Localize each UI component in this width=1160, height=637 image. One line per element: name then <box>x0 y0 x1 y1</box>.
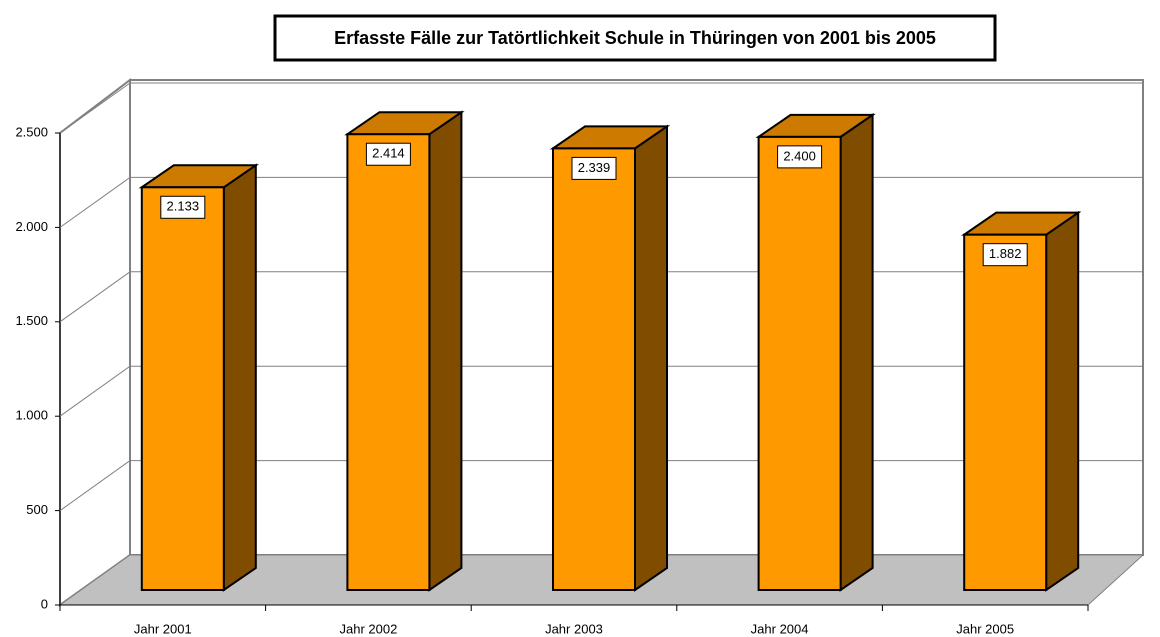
chart-title: Erfasste Fälle zur Tatörtlichkeit Schule… <box>334 28 936 48</box>
value-label-box <box>982 243 1028 267</box>
y-tick-label: 2.500 <box>15 124 48 139</box>
value-label: 2.339 <box>578 160 611 175</box>
x-tick-label: Jahr 2002 <box>339 621 397 636</box>
value-label: 2.133 <box>167 199 200 214</box>
bar-side <box>222 163 257 592</box>
value-label-box <box>160 195 206 219</box>
bar <box>757 135 842 591</box>
grid-line <box>59 271 131 323</box>
y-tick-label: 2.000 <box>15 219 48 234</box>
bar-side <box>1045 210 1080 592</box>
left-wall <box>59 77 131 607</box>
bar <box>140 186 225 591</box>
title-box <box>273 14 997 62</box>
bar-side <box>634 124 668 592</box>
grid-line <box>59 460 131 512</box>
value-label-box <box>365 142 411 166</box>
value-label: 1.882 <box>989 246 1022 261</box>
value-label: 2.400 <box>783 148 816 163</box>
bar <box>963 233 1048 591</box>
x-tick-label: Jahr 2001 <box>134 621 192 636</box>
y-tick-label: 500 <box>26 502 48 517</box>
grid-line <box>59 176 131 228</box>
grid-line <box>59 365 131 417</box>
x-tick-label: Jahr 2004 <box>751 621 809 636</box>
y-tick-label: 1.000 <box>15 408 48 423</box>
bar-side <box>839 112 874 592</box>
y-tick-label: 0 <box>41 596 48 611</box>
bar <box>552 147 636 592</box>
grid-line <box>59 82 131 134</box>
value-label-box <box>571 156 617 180</box>
value-label: 2.414 <box>372 146 405 161</box>
x-tick-label: Jahr 2005 <box>956 621 1014 636</box>
value-label-box <box>777 145 823 169</box>
y-tick-label: 1.500 <box>15 313 48 328</box>
x-tick-label: Jahr 2003 <box>545 621 603 636</box>
bar-side <box>428 110 463 592</box>
bar <box>346 133 431 592</box>
